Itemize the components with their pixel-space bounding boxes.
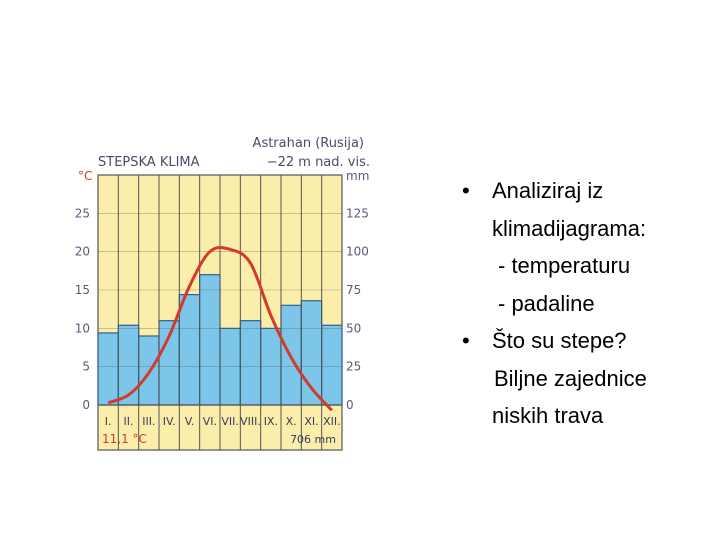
month-label: VII. [221,415,239,428]
month-label: VI. [203,415,217,428]
month-label: IV. [163,415,176,428]
annual-temperature: 11,1 °C [102,432,147,446]
answer-text: Biljne zajednice [494,365,647,391]
sub-item-text: - padaline [498,290,595,316]
bullet-steppe-question: • Što su stepe? [462,322,712,360]
month-label: XI. [304,415,318,428]
right-tick-label: 0 [346,398,354,412]
bullet-text: Što su stepe? [492,328,627,353]
chart-elevation: −22 m nad. vis. [267,155,370,170]
month-label: III. [142,415,155,428]
sub-item-text: - temperaturu [498,253,631,278]
bullet-text: klimadijagrama: [492,215,647,241]
answer-line: niskih trava [462,397,712,435]
right-tick-label: 100 [346,245,369,259]
annual-precipitation: 706 mm [290,433,336,446]
right-tick-label: 25 [346,360,361,374]
month-label: I. [105,415,112,428]
left-tick-label: 10 [75,321,90,335]
bullet-text: Analiziraj iz [492,178,604,203]
temperature-line [107,246,333,412]
left-tick-label: 25 [75,206,90,220]
chart-location: Astrahan (Rusija) [253,136,364,151]
month-label: X. [286,415,297,428]
bullet-icon: • [462,178,470,203]
text-panel: • Analiziraj iz klimadijagrama: - temper… [462,172,712,435]
month-label: II. [124,415,134,428]
month-label: V. [185,415,195,428]
month-label: IX. [264,415,278,428]
precip-bar [178,294,201,406]
precip-bar [199,274,221,406]
month-label: XII. [323,415,341,428]
right-tick-label: 75 [346,283,361,297]
left-tick-label: 15 [75,283,90,297]
month-label: VIII. [240,415,261,428]
precip-bar [239,320,262,406]
precip-bar [321,324,343,406]
sub-item-precipitation: - padaline [462,285,712,323]
right-axis-unit: mm [346,169,369,183]
precip-bar [97,332,119,406]
sub-item-temperature: - temperaturu [462,247,712,285]
bullet-icon: • [462,328,470,353]
precip-bar [117,324,140,406]
answer-line: Biljne zajednice [462,360,712,398]
left-tick-label: 20 [75,245,90,259]
right-tick-label: 125 [346,206,369,220]
answer-text: niskih trava [492,403,604,428]
left-tick-label: 0 [82,398,90,412]
bullet-analyze: • Analiziraj iz [462,172,712,210]
left-tick-label: 5 [82,360,90,374]
left-axis-unit: °C [78,169,92,183]
right-tick-label: 50 [346,321,361,335]
chart-title: STEPSKA KLIMA [98,155,200,170]
bullet-analyze-cont: klimadijagrama: [462,210,712,248]
